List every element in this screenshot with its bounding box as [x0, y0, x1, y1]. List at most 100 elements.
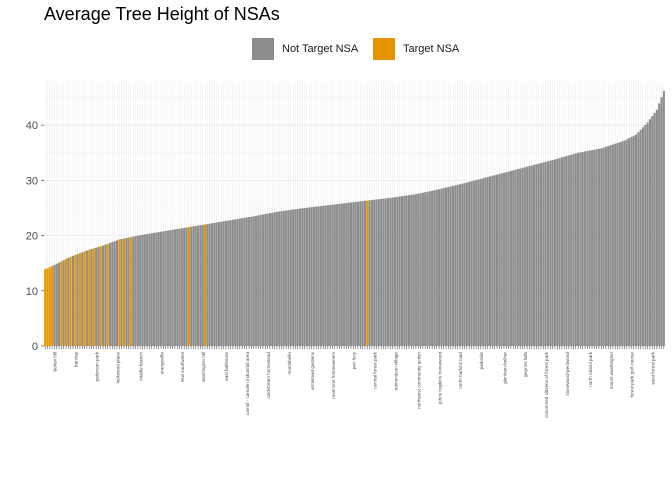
- bar-not-target-nsa: [653, 112, 656, 346]
- bar-not-target-nsa: [502, 172, 505, 346]
- bar-not-target-nsa: [509, 170, 512, 346]
- x-tick-label: gwynns falls: [523, 351, 528, 377]
- bar-not-target-nsa: [479, 178, 482, 346]
- bar-not-target-nsa: [299, 208, 302, 346]
- x-tick-label: rosemont homeowners: [331, 351, 336, 398]
- bar-not-target-nsa: [153, 232, 156, 346]
- bar-not-target-nsa: [475, 180, 478, 346]
- bar-not-target-nsa: [113, 241, 116, 346]
- bar-not-target-nsa: [264, 214, 267, 346]
- bar-not-target-nsa: [590, 150, 594, 346]
- bar-not-target-nsa: [368, 200, 371, 346]
- bar-not-target-nsa: [178, 228, 181, 346]
- bar-not-target-nsa: [584, 151, 587, 346]
- bar-not-target-nsa: [549, 160, 552, 346]
- y-tick-label: 30: [26, 175, 38, 187]
- bar-not-target-nsa: [71, 255, 75, 346]
- bar-not-target-nsa: [238, 218, 241, 346]
- bar-not-target-nsa: [194, 225, 197, 346]
- bar-not-target-nsa: [76, 254, 79, 346]
- bar-not-target-nsa: [180, 228, 183, 346]
- bar-not-target-nsa: [380, 198, 383, 346]
- x-tick-label: barclay: [74, 351, 79, 367]
- bar-not-target-nsa: [486, 177, 489, 346]
- bar-target-nsa: [44, 269, 47, 346]
- bar-not-target-nsa: [421, 192, 424, 346]
- bar-not-target-nsa: [287, 210, 290, 346]
- bar-not-target-nsa: [611, 144, 614, 346]
- x-tick-label: glenham-belhar: [502, 352, 507, 384]
- bar-not-target-nsa: [551, 160, 554, 346]
- bar-not-target-nsa: [329, 204, 332, 346]
- x-tick-label: bolton hill: [53, 352, 58, 371]
- bar-not-target-nsa: [292, 209, 295, 346]
- legend-swatch-target: [373, 38, 395, 60]
- bar-not-target-nsa: [500, 173, 503, 346]
- bar-not-target-nsa: [243, 217, 246, 346]
- x-tick-label: new southwest: [180, 351, 185, 382]
- legend-label-not-target: Not Target NSA: [282, 43, 359, 55]
- bar-not-target-nsa: [125, 238, 128, 346]
- bar-not-target-nsa: [305, 207, 309, 346]
- bar-not-target-nsa: [266, 213, 269, 346]
- bar-not-target-nsa: [104, 244, 107, 346]
- bar-not-target-nsa: [431, 190, 434, 346]
- bar-not-target-nsa: [588, 150, 591, 346]
- bar-not-target-nsa: [565, 156, 568, 346]
- bar-not-target-nsa: [426, 191, 429, 346]
- x-tick-label: central forest park: [373, 351, 378, 388]
- bar-not-target-nsa: [53, 264, 56, 346]
- bar-not-target-nsa: [81, 252, 84, 346]
- chart-title: Average Tree Height of NSAs: [44, 4, 280, 24]
- bar-not-target-nsa: [512, 170, 515, 346]
- bar-not-target-nsa: [303, 207, 306, 346]
- y-tick-label: 10: [26, 286, 38, 298]
- bar-not-target-nsa: [373, 199, 376, 346]
- bar-target-nsa: [51, 265, 54, 346]
- bar-not-target-nsa: [146, 234, 149, 346]
- bar-not-target-nsa: [229, 220, 232, 347]
- bar-not-target-nsa: [470, 181, 473, 346]
- bar-not-target-nsa: [95, 247, 98, 346]
- bar-not-target-nsa: [185, 227, 188, 346]
- bar-not-target-nsa: [405, 195, 408, 346]
- bar-not-target-nsa: [206, 223, 209, 346]
- bar-not-target-nsa: [227, 220, 230, 346]
- bar-not-target-nsa: [150, 233, 153, 346]
- bar-not-target-nsa: [183, 227, 186, 346]
- bar-target-nsa: [106, 243, 109, 346]
- bar-not-target-nsa: [176, 229, 179, 346]
- bar-not-target-nsa: [268, 213, 271, 346]
- bar-not-target-nsa: [115, 240, 119, 346]
- bar-not-target-nsa: [516, 169, 519, 346]
- bar-not-target-nsa: [271, 212, 274, 346]
- bar-not-target-nsa: [579, 152, 582, 346]
- bar-not-target-nsa: [201, 224, 204, 346]
- bar-not-target-nsa: [97, 246, 100, 346]
- bar-not-target-nsa: [458, 184, 461, 346]
- bar-not-target-nsa: [417, 193, 420, 346]
- x-tick-label: orangeville: [159, 352, 164, 375]
- bar-target-nsa: [92, 248, 95, 346]
- bar-not-target-nsa: [514, 169, 517, 346]
- bar-not-target-nsa: [526, 166, 529, 346]
- bar-not-target-nsa: [505, 172, 508, 346]
- bar-not-target-nsa: [363, 200, 366, 346]
- bar-not-target-nsa: [537, 163, 540, 346]
- bar-not-target-nsa: [616, 142, 619, 346]
- bar-target-nsa: [74, 254, 77, 346]
- bar-not-target-nsa: [317, 206, 320, 346]
- bar-not-target-nsa: [273, 212, 276, 346]
- bar-target-nsa: [88, 249, 91, 346]
- bar-not-target-nsa: [285, 210, 288, 346]
- bar-not-target-nsa: [134, 236, 137, 346]
- bar-not-target-nsa: [217, 222, 220, 346]
- bar-not-target-nsa: [254, 215, 258, 346]
- bar-not-target-nsa: [280, 211, 283, 346]
- bar-not-target-nsa: [577, 152, 580, 346]
- bar-not-target-nsa: [535, 164, 538, 346]
- bar-not-target-nsa: [607, 146, 610, 346]
- bar-not-target-nsa: [349, 202, 353, 346]
- bar-not-target-nsa: [646, 122, 649, 346]
- bar-not-target-nsa: [215, 222, 218, 346]
